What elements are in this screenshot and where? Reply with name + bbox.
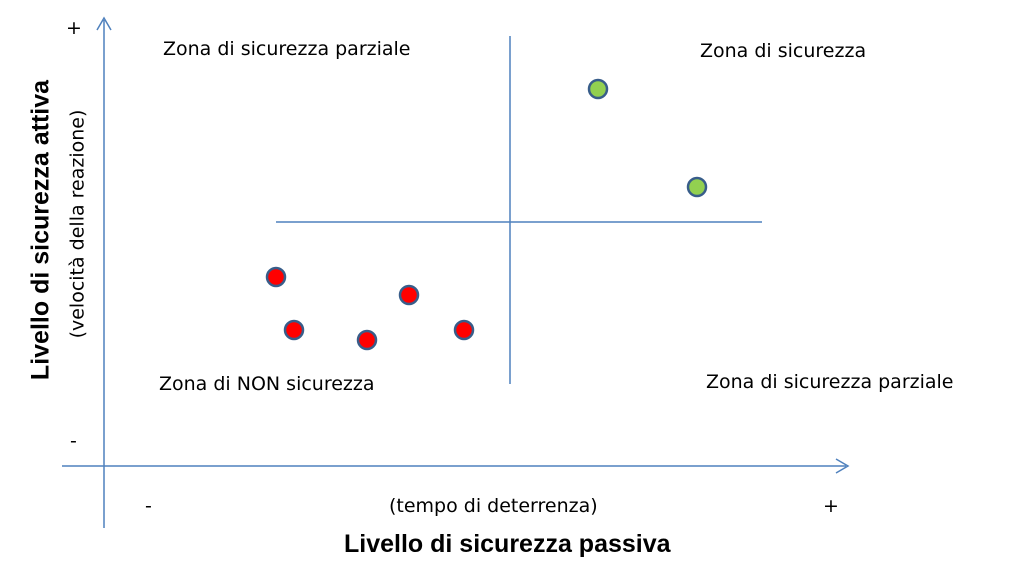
zone-label-top-right: Zona di sicurezza [700,40,867,62]
y-axis-arrowhead [96,16,112,31]
y-axis-title: Livello di sicurezza attiva [26,79,55,381]
x-axis-plus-marker: + [823,495,839,517]
y-axis-minus-marker: - [70,430,77,452]
x-axis-subtitle: (tempo di deterrenza) [389,495,598,517]
safe-point [686,176,708,198]
x-axis-title: Livello di sicurezza passiva [344,530,671,558]
zone-label-bottom-right: Zona di sicurezza parziale [706,371,954,393]
x-axis-minus-marker: - [145,495,152,517]
unsafe-point [356,329,378,351]
safe-point [587,78,609,100]
unsafe-point [283,319,305,341]
zone-label-top-left: Zona di sicurezza parziale [163,38,411,60]
x-axis-arrowhead [835,458,850,474]
zone-label-bottom-left: Zona di NON sicurezza [159,373,375,395]
y-axis-subtitle: (velocità della reazione) [66,109,89,339]
unsafe-point [398,284,420,306]
unsafe-point [453,319,475,341]
unsafe-point [265,266,287,288]
y-axis-plus-marker: + [66,17,82,39]
